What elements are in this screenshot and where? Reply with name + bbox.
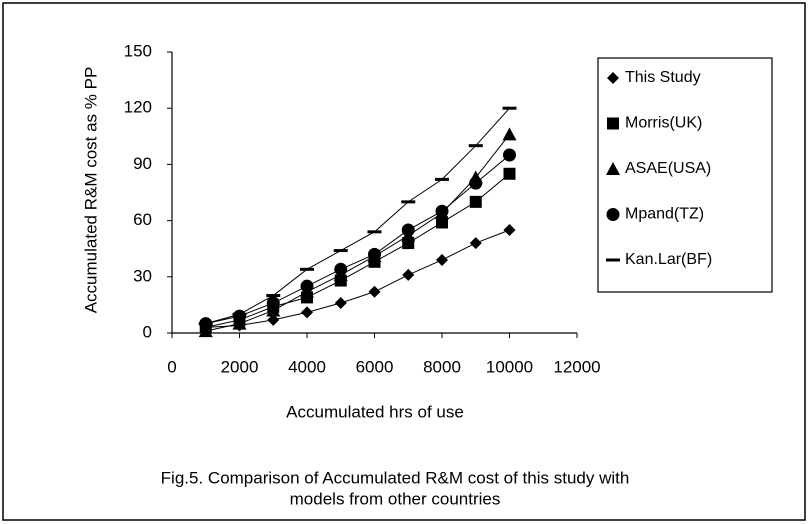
data-point — [232, 312, 247, 316]
x-tick-label: 4000 — [288, 357, 326, 376]
data-point — [368, 247, 381, 261]
data-point — [301, 306, 313, 319]
data-point — [266, 296, 280, 310]
data-point — [436, 253, 448, 266]
data-point — [300, 279, 314, 293]
legend-marker — [607, 72, 619, 84]
data-point — [333, 249, 348, 253]
legend-label: ASAE(USA) — [625, 160, 711, 177]
data-point — [468, 144, 483, 148]
trend-line — [205, 229, 510, 328]
data-point — [469, 237, 482, 250]
data-point — [368, 285, 381, 298]
data-point — [232, 316, 247, 330]
data-point — [266, 303, 281, 317]
data-point — [503, 148, 516, 162]
caption: models from other countries — [290, 489, 501, 508]
legend-marker — [606, 208, 620, 221]
data-point — [435, 204, 449, 218]
legend-label: This Study — [625, 69, 701, 86]
y-tick-label: 0 — [143, 322, 152, 341]
data-point — [198, 324, 213, 338]
legend-box — [597, 57, 773, 293]
data-point — [502, 127, 517, 141]
data-point — [300, 267, 314, 271]
y-tick-label: 30 — [133, 266, 152, 285]
x-tick-label: 12000 — [553, 357, 600, 376]
data-point — [367, 230, 382, 234]
caption: Fig.5. Comparison of Accumulated R&M cos… — [161, 468, 630, 487]
y-tick-label: 90 — [133, 154, 152, 173]
legend-marker — [606, 162, 620, 175]
trend-line — [205, 134, 510, 332]
data-point — [402, 268, 415, 281]
y-tick-label: 150 — [124, 41, 152, 60]
y-tick-label: 60 — [133, 210, 152, 229]
y-tick-label: 120 — [124, 98, 152, 117]
data-point — [502, 106, 517, 110]
legend-label: Mpand(TZ) — [625, 206, 704, 223]
data-point — [334, 297, 347, 310]
data-point — [435, 177, 449, 181]
y-axis-label: Accumulated R&M cost as % PP — [81, 67, 100, 314]
data-point — [436, 216, 448, 229]
data-point — [503, 167, 516, 180]
data-point — [266, 294, 281, 298]
x-tick-label: 0 — [167, 357, 176, 376]
x-tick-label: 10000 — [486, 357, 533, 376]
trend-line — [205, 173, 510, 328]
x-tick-label: 8000 — [423, 357, 461, 376]
data-point — [469, 195, 482, 208]
data-point — [198, 322, 213, 326]
legend-marker — [607, 117, 619, 130]
trend-line — [205, 107, 510, 325]
data-point — [401, 223, 415, 237]
legend-marker — [606, 258, 620, 262]
data-point — [503, 223, 516, 236]
data-point — [334, 262, 348, 276]
x-tick-label: 6000 — [356, 357, 394, 376]
x-axis-label: Accumulated hrs of use — [286, 402, 464, 421]
legend-label: Morris(UK) — [625, 115, 702, 132]
data-point — [469, 176, 483, 190]
legend-label: Kan.Lar(BF) — [625, 251, 712, 268]
data-point — [401, 200, 416, 204]
data-point — [267, 313, 280, 326]
trend-line — [205, 154, 510, 325]
x-tick-label: 2000 — [221, 357, 259, 376]
